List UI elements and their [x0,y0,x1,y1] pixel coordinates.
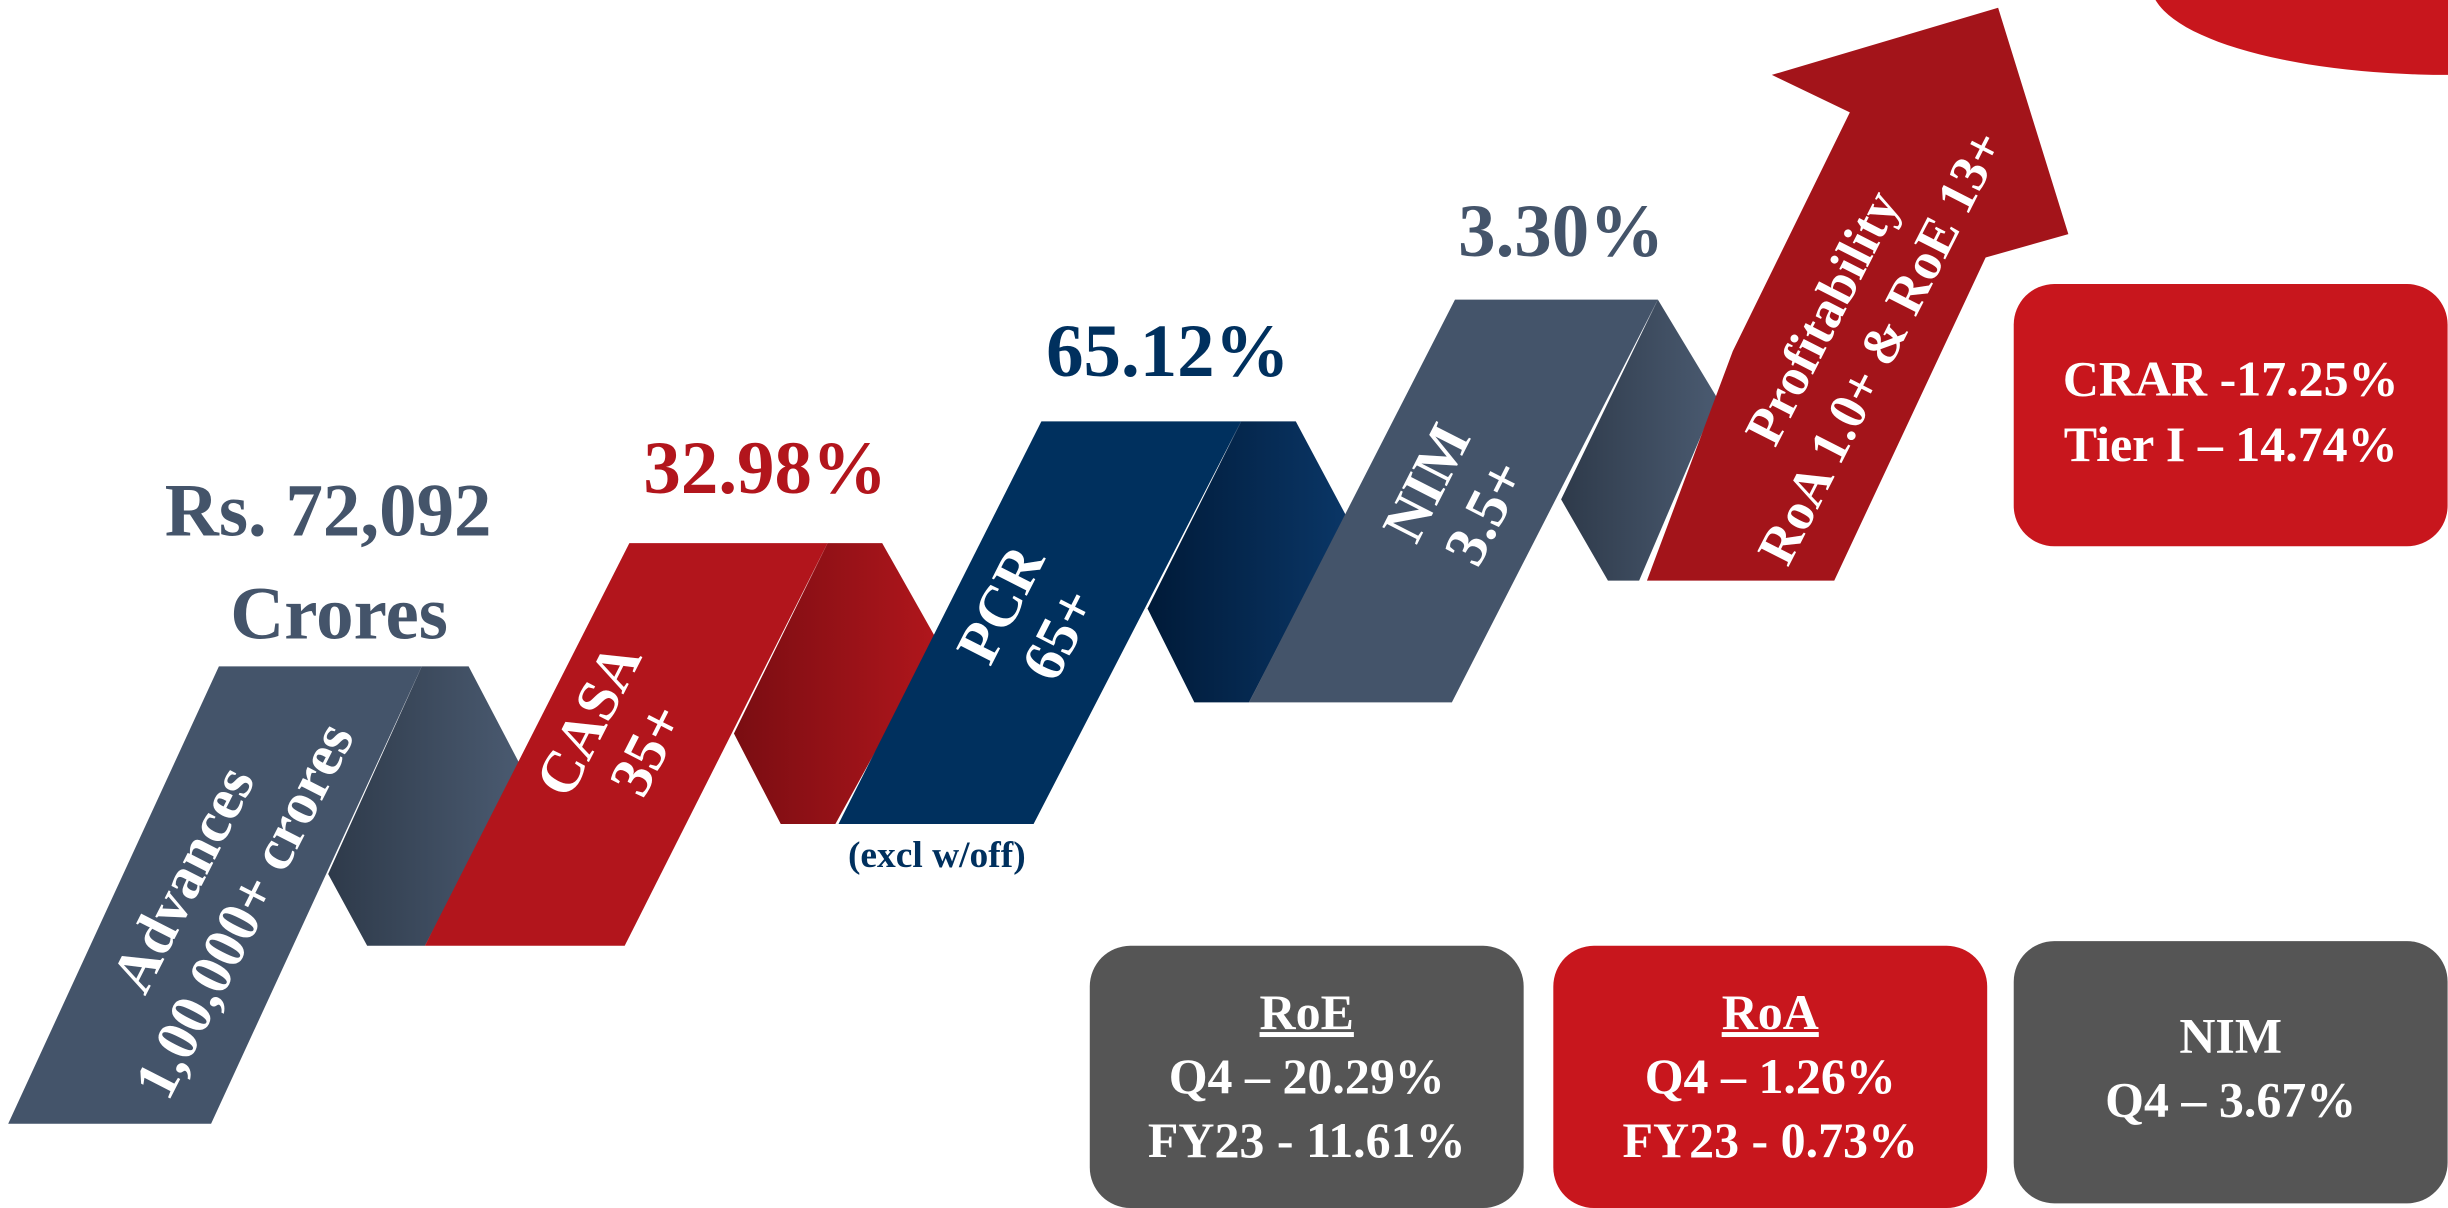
box-line: FY23 - 0.73% [1623,1112,1918,1168]
corner-shape [2151,0,2448,75]
advances-value: Rs. 72,092 [165,469,492,552]
box-title: NIM [2179,1007,2282,1063]
page: Rs. 72,092 Crores 32.98% 65.12% 3.30% (e… [0,0,2448,1208]
box-line: Q4 – 3.67% [2105,1071,2356,1127]
box-line: Tier I – 14.74% [2064,416,2398,472]
casa-value: 32.98% [643,427,886,510]
box-line: Q4 – 20.29% [1169,1048,1445,1104]
advances-unit: Crores [230,572,448,655]
box-line: Q4 – 1.26% [1645,1048,1896,1104]
box-line: CRAR -17.25% [2063,350,2399,406]
box-title: RoE [1260,984,1354,1040]
nim-value: 3.30% [1458,190,1664,273]
box-line: FY23 - 11.61% [1148,1112,1466,1168]
pcr-value: 65.12% [1046,310,1289,393]
box-title: RoA [1722,984,1819,1040]
note: (excl w/off) [848,835,1026,876]
infographic: Rs. 72,092 Crores 32.98% 65.12% 3.30% (e… [0,0,2448,1208]
